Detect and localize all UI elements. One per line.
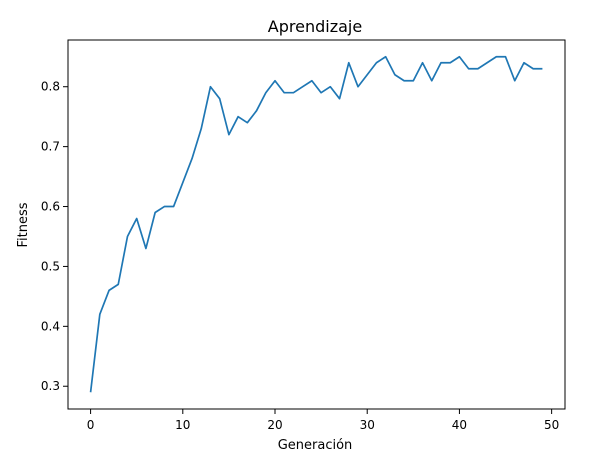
x-tick-label: 40 [452,418,467,432]
x-tick-label: 10 [175,418,190,432]
y-tick-label: 0.6 [41,200,60,214]
series-group [89,55,543,393]
x-tick-label: 50 [544,418,559,432]
y-tick-label: 0.7 [41,140,60,154]
y-axis: 0.3 0.4 0.5 0.6 0.7 0.8 [41,80,68,393]
chart-title: Aprendizaje [268,17,362,36]
y-tick-label: 0.4 [41,319,60,333]
y-tick-label: 0.5 [41,259,60,273]
x-axis-label: Generación [278,438,353,453]
y-tick-label: 0.8 [41,80,60,94]
x-axis: 0 10 20 30 40 50 [87,409,559,432]
x-tick-label: 30 [360,418,375,432]
plot-area: 0 10 20 30 40 50 0.3 0.4 0.5 0.6 0.7 0.8 [41,39,566,432]
x-tick-label: 20 [267,418,282,432]
plot-frame [67,39,566,410]
y-tick-label: 0.3 [41,379,60,393]
x-tick-label: 0 [87,418,95,432]
series-line [89,55,543,393]
y-axis-label: Fitness [16,202,31,247]
